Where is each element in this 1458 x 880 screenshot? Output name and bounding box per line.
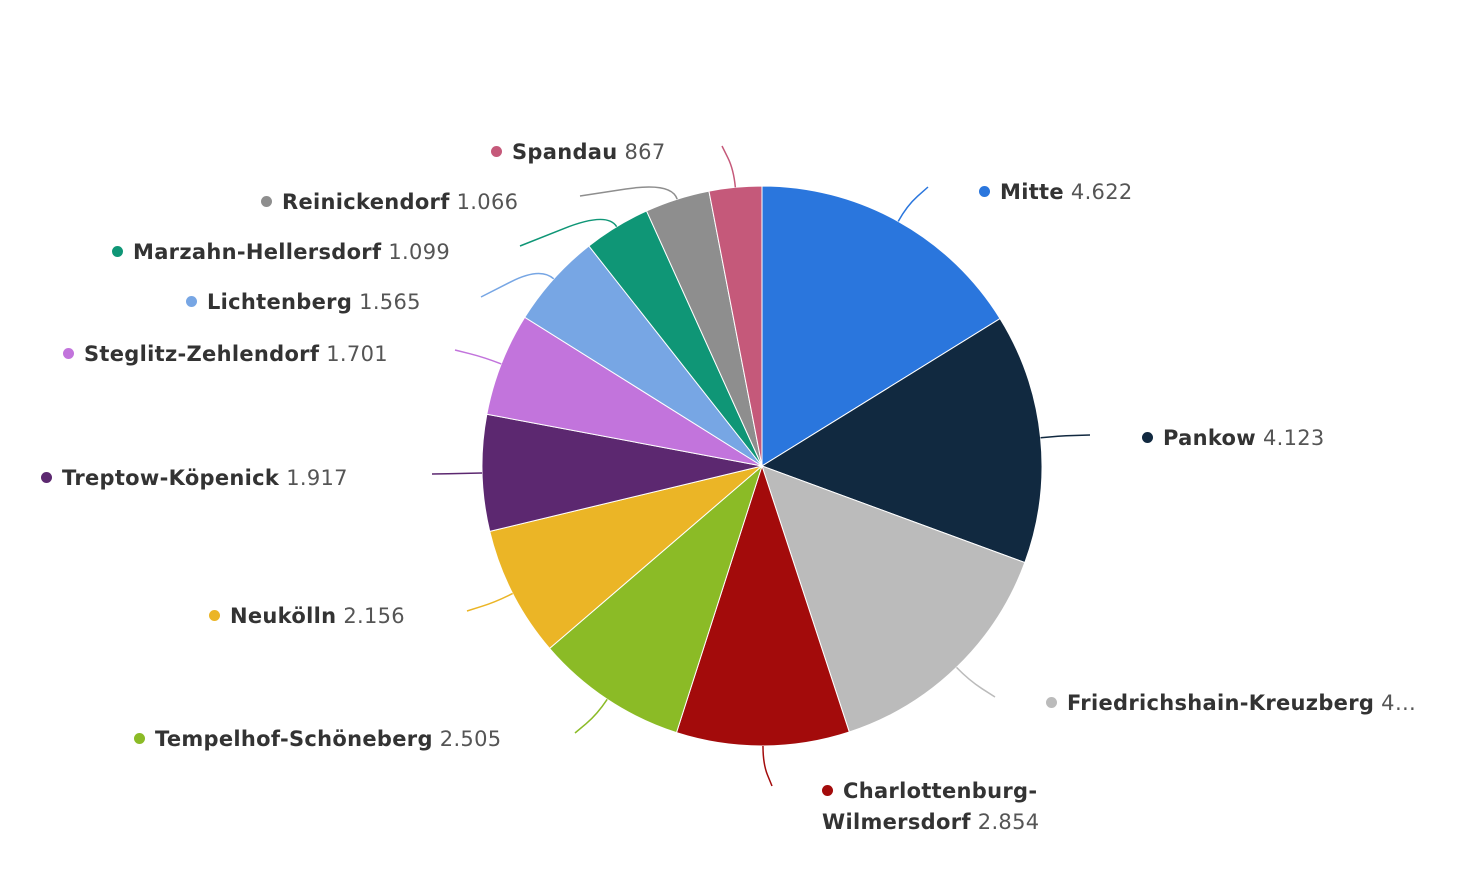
legend-dot	[186, 296, 197, 307]
legend-dot	[209, 610, 220, 621]
data-label: Charlottenburg-Wilmersdorf 2.854	[822, 776, 1057, 838]
connector	[431, 472, 483, 475]
connector	[574, 698, 608, 734]
label-name: Friedrichshain-Kreuzberg	[1067, 691, 1375, 715]
label-value: 867	[624, 140, 666, 164]
label-name: Reinickendorf	[282, 190, 450, 214]
data-label: Friedrichshain-Kreuzberg 4…	[1046, 688, 1416, 719]
label-value: 1.565	[359, 290, 421, 314]
connector	[897, 186, 929, 222]
data-label: Mitte 4.622	[979, 177, 1133, 208]
legend-dot	[261, 196, 272, 207]
connector	[519, 218, 618, 247]
data-label: Spandau 867	[491, 137, 666, 168]
legend-dot	[1142, 432, 1153, 443]
label-value: 1.099	[388, 240, 451, 264]
label-name: Pankow	[1163, 426, 1256, 450]
data-label: Tempelhof-Schöneberg 2.505	[134, 724, 501, 755]
connector	[955, 666, 996, 698]
legend-dot	[1046, 697, 1057, 708]
label-name: Mitte	[1000, 180, 1064, 204]
legend-dot	[979, 186, 990, 197]
legend-dot	[112, 246, 123, 257]
pie-slice	[708, 185, 763, 467]
connector	[454, 349, 502, 365]
pie-slice	[761, 185, 1001, 467]
legend-dot	[491, 146, 502, 157]
label-name: Charlottenburg-Wilmersdorf	[822, 779, 1038, 834]
data-label: Marzahn-Hellersdorf 1.099	[112, 237, 450, 268]
label-name: Treptow-Köpenick	[62, 466, 280, 490]
label-value: 2.156	[343, 604, 405, 628]
data-label: Steglitz-Zehlendorf 1.701	[63, 339, 388, 370]
label-name: Lichtenberg	[207, 290, 353, 314]
legend-dot	[822, 785, 833, 796]
data-label: Treptow-Köpenick 1.917	[41, 463, 348, 494]
pie-slice	[760, 317, 1043, 564]
connector	[721, 145, 737, 188]
label-value: 4.622	[1070, 180, 1133, 204]
label-value: 4…	[1381, 691, 1417, 715]
pie-slice	[675, 464, 850, 747]
label-value: 2.854	[977, 810, 1040, 834]
legend-dot	[134, 733, 145, 744]
connector	[579, 186, 678, 200]
data-label: Pankow 4.123	[1142, 423, 1325, 454]
label-name: Marzahn-Hellersdorf	[133, 240, 382, 264]
label-value: 1.701	[326, 342, 388, 366]
label-name: Steglitz-Zehlendorf	[84, 342, 320, 366]
label-value: 4.123	[1262, 426, 1325, 450]
data-label: Lichtenberg 1.565	[186, 287, 421, 318]
label-value: 1.917	[286, 466, 348, 490]
connector	[466, 592, 514, 612]
legend-dot	[41, 472, 52, 483]
label-name: Neukölln	[230, 604, 337, 628]
data-label: Neukölln 2.156	[209, 601, 405, 632]
label-value: 2.505	[439, 727, 502, 751]
data-label: Reinickendorf 1.066	[261, 187, 518, 218]
legend-dot	[63, 348, 74, 359]
label-name: Tempelhof-Schöneberg	[155, 727, 433, 751]
label-value: 1.066	[456, 190, 519, 214]
connector	[762, 745, 773, 787]
pie-slice	[481, 413, 763, 532]
connector	[480, 272, 555, 298]
label-name: Spandau	[512, 140, 618, 164]
connector	[1040, 434, 1091, 439]
